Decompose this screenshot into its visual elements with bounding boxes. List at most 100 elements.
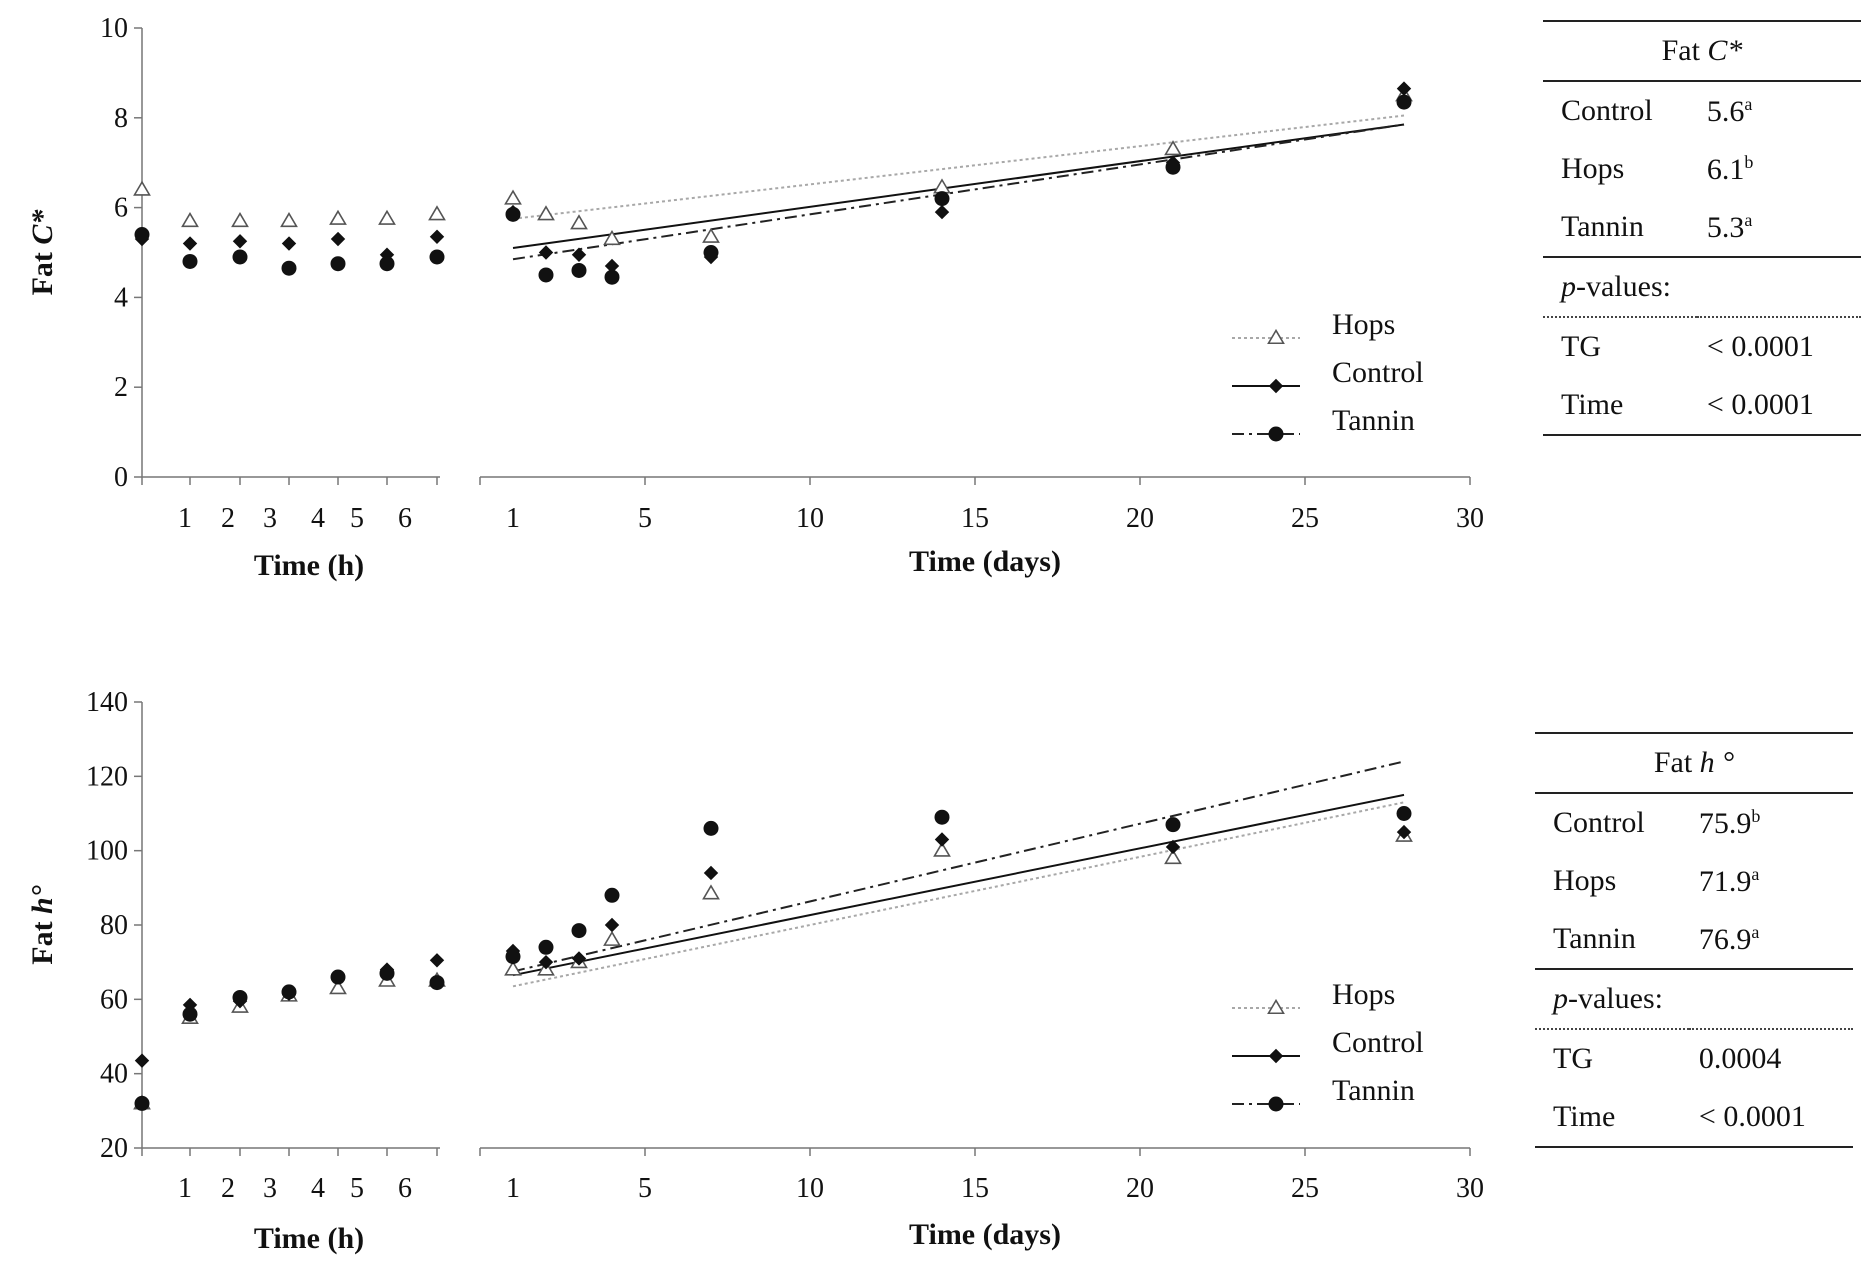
- right-x-tick-label: 25: [1291, 1173, 1319, 1204]
- control-point: [538, 245, 554, 260]
- hops-point: [1164, 140, 1182, 156]
- tannin-point: [1396, 94, 1412, 110]
- left-x-tick-label: 1: [178, 1173, 192, 1204]
- tannin-point: [330, 969, 346, 985]
- right-x-axis-title: Time (days): [909, 545, 1061, 578]
- control-point: [182, 236, 198, 251]
- y-tick-label: 20: [100, 1133, 128, 1164]
- control-point: [538, 954, 554, 970]
- hops-point: [603, 930, 621, 946]
- y-tick-label: 2: [114, 372, 128, 403]
- row-label: Tannin: [1543, 198, 1697, 258]
- hops-point: [329, 209, 347, 225]
- pvalue-value: < 0.0001: [1688, 1088, 1853, 1148]
- left-x-tick-label: 2: [221, 503, 235, 534]
- control-point: [571, 247, 587, 262]
- left-x-tick-label: 6: [398, 503, 412, 534]
- right-x-tick-label: 30: [1456, 1173, 1484, 1204]
- legend-label-hops: Hops: [1332, 978, 1395, 1011]
- tannin-point: [703, 820, 719, 836]
- hops-trendline: [512, 801, 1405, 988]
- right-x-axis-title: Time (days): [909, 1218, 1061, 1251]
- control-point: [232, 234, 248, 249]
- left-x-tick-label: 5: [350, 1173, 364, 1204]
- hops-point: [428, 205, 446, 221]
- y-tick-label: 140: [86, 687, 128, 718]
- tannin-point: [1396, 806, 1412, 821]
- hops-point: [280, 211, 298, 228]
- chroma-stats-table: Fat C* Control 5.6a Hops 6.1b Tannin 5.3a p…: [1543, 20, 1861, 436]
- tannin-point: [505, 949, 521, 965]
- legend-label-tannin: Tannin: [1332, 404, 1415, 437]
- tannin-point: [379, 965, 395, 981]
- hops-point: [133, 180, 151, 196]
- legend-label-control: Control: [1332, 356, 1424, 389]
- control-point: [281, 236, 297, 251]
- pvalues-heading: p-values:: [1535, 969, 1853, 1030]
- tannin-point: [934, 809, 950, 825]
- control-trendline: [512, 793, 1405, 977]
- tannin-point: [281, 260, 297, 276]
- right-x-tick-label: 1: [506, 503, 520, 534]
- left-x-tick-label: 5: [350, 503, 364, 534]
- hue-table-title: Fat h °: [1535, 732, 1853, 794]
- legend-marker-tannin: [1268, 426, 1284, 442]
- pvalues-heading: p-values:: [1543, 257, 1861, 318]
- hue-stats-table: Fat h ° Control 75.9b Hops 71.9a Tannin 76.…: [1535, 732, 1853, 1148]
- legend-marker-tannin: [1268, 1096, 1284, 1112]
- hops-point: [933, 841, 951, 857]
- pvalue-value: 0.0004: [1698, 1042, 1782, 1075]
- left-x-tick-label: 4: [311, 503, 325, 534]
- left-x-tick-label: 2: [221, 1173, 235, 1204]
- hops-point: [537, 205, 555, 221]
- y-tick-label: 8: [114, 103, 128, 134]
- y-tick-label: 40: [100, 1059, 128, 1090]
- tannin-point: [379, 256, 395, 272]
- tannin-point: [232, 249, 248, 265]
- left-x-tick-label: 1: [178, 503, 192, 534]
- right-x-tick-label: 30: [1456, 503, 1484, 534]
- chroma-table-title: Fat C*: [1543, 20, 1861, 82]
- left-x-axis-title: Time (h): [254, 1222, 364, 1255]
- control-point: [1396, 81, 1412, 96]
- control-point: [934, 832, 950, 847]
- tannin-point: [505, 206, 521, 222]
- control-point: [429, 953, 445, 968]
- y-tick-label: 4: [114, 282, 128, 313]
- tannin-point: [1165, 817, 1181, 833]
- row-value: 5.6a: [1706, 93, 1753, 128]
- pvalue-label: TG: [1553, 1042, 1593, 1075]
- left-x-tick-label: 6: [398, 1173, 412, 1204]
- row-label: Control: [1561, 94, 1653, 127]
- y-tick-label: 80: [100, 910, 128, 941]
- hops-point: [181, 211, 199, 228]
- control-point: [604, 917, 620, 933]
- hops-point: [504, 960, 522, 976]
- legend-marker-control: [1268, 378, 1284, 394]
- row-label: Tannin: [1535, 910, 1689, 970]
- y-tick-label: 0: [114, 462, 128, 493]
- y-tick-label: 100: [86, 836, 128, 867]
- row-label: Hops: [1561, 152, 1625, 185]
- pvalue-label: Time: [1543, 376, 1697, 436]
- legend-marker-hops: [1267, 328, 1285, 345]
- hops-point: [329, 979, 347, 995]
- right-x-tick-label: 5: [638, 1173, 652, 1204]
- row-label: Hops: [1553, 864, 1617, 897]
- legend-label-control: Control: [1332, 1026, 1424, 1059]
- tannin-point: [330, 256, 346, 272]
- right-x-tick-label: 10: [796, 1173, 824, 1204]
- right-x-tick-label: 10: [796, 503, 824, 534]
- pvalue-label: Time: [1535, 1088, 1689, 1148]
- pvalue-label: TG: [1561, 330, 1601, 363]
- row-value: 71.9a: [1698, 863, 1760, 898]
- tannin-point: [134, 227, 150, 243]
- tannin-trendline: [512, 123, 1405, 261]
- tannin-point: [134, 1095, 150, 1111]
- left-x-tick-label: 4: [311, 1173, 325, 1204]
- hops-point: [933, 178, 951, 194]
- left-x-axis-title: Time (h): [254, 549, 364, 582]
- y-axis-title: Fat h°: [26, 885, 59, 965]
